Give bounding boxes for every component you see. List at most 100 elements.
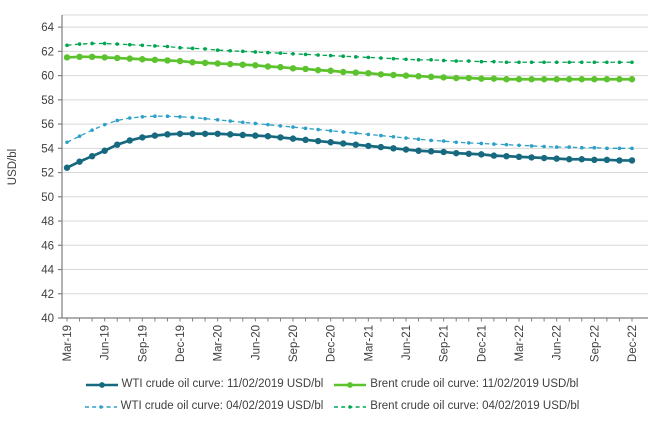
data-point-marker <box>316 53 320 57</box>
data-point-marker <box>366 132 371 137</box>
data-point-marker <box>302 65 309 73</box>
data-point-marker <box>578 156 585 163</box>
data-point-marker <box>466 141 471 145</box>
x-tick-label: Dec-20 <box>326 325 338 362</box>
data-point-marker <box>416 58 421 62</box>
data-point-marker <box>404 57 408 62</box>
y-axis-title: USD/bl <box>7 149 19 185</box>
data-point-marker <box>566 156 573 163</box>
data-point-marker <box>277 63 284 71</box>
y-tick-label: 48 <box>41 216 54 228</box>
data-point-marker <box>201 59 209 67</box>
data-point-marker <box>542 144 546 149</box>
data-point-marker <box>492 59 496 64</box>
data-point-marker <box>616 76 623 83</box>
data-point-marker <box>228 119 233 123</box>
data-point-marker <box>427 148 435 155</box>
data-point-marker <box>553 155 560 162</box>
data-point-marker <box>127 42 132 47</box>
data-point-marker <box>88 152 96 160</box>
plot-series-and-axes: 40 42 44 46 48 50 52 54 56 58 60 62 64 Mar-19 Jun-19 Se… <box>41 14 648 362</box>
data-point-marker <box>630 60 634 65</box>
data-point-marker <box>127 116 132 120</box>
data-point-marker <box>479 59 484 64</box>
x-tick-label: Jun-22 <box>552 325 564 360</box>
wti-solid-line-icon <box>85 381 118 388</box>
legend-label-brent-1102: Brent crude oil curve: 11/02/2019 USD/bl <box>370 378 579 390</box>
data-point-marker <box>76 158 83 165</box>
data-point-marker <box>314 137 322 145</box>
legend-item-brent-0402: Brent crude oil curve: 04/02/2019 USD/bl <box>333 398 579 415</box>
data-point-marker <box>253 121 258 126</box>
swatch-marker <box>348 404 352 409</box>
data-point-marker <box>365 69 372 77</box>
data-point-marker <box>390 145 397 152</box>
data-point-marker <box>126 55 133 62</box>
wti-dashed-line-icon <box>84 404 117 409</box>
data-point-marker <box>553 76 560 83</box>
data-point-marker <box>429 58 433 62</box>
y-tick-label: 62 <box>41 46 54 58</box>
data-point-marker <box>314 66 322 74</box>
data-point-marker <box>567 60 572 65</box>
data-point-marker <box>239 61 246 68</box>
data-point-marker <box>266 122 270 127</box>
data-point-marker <box>529 144 534 148</box>
data-point-marker <box>291 125 295 129</box>
legend-label-wti-1102: WTI crude oil curve: 11/02/2019 USD/bl <box>121 378 324 390</box>
data-point-marker <box>165 44 170 49</box>
legend-item-wti-1102: WTI crude oil curve: 11/02/2019 USD/bl <box>85 376 324 393</box>
data-point-marker <box>76 53 83 61</box>
data-point-marker <box>264 133 272 140</box>
data-point-marker <box>391 56 396 61</box>
data-point-marker <box>628 76 636 83</box>
data-point-marker <box>291 51 295 56</box>
data-point-marker <box>176 57 184 65</box>
data-point-marker <box>441 58 446 63</box>
data-point-marker <box>617 146 622 151</box>
data-point-marker <box>164 131 171 138</box>
data-point-marker <box>603 156 611 164</box>
data-point-marker <box>77 134 82 138</box>
data-point-marker <box>153 114 157 119</box>
data-point-marker <box>566 76 573 83</box>
data-point-marker <box>65 43 69 48</box>
data-point-marker <box>617 60 622 65</box>
data-point-marker <box>542 60 546 65</box>
data-point-marker <box>402 146 410 153</box>
data-point-marker <box>554 60 559 65</box>
data-point-marker <box>151 56 159 64</box>
data-point-marker <box>190 46 195 51</box>
data-point-marker <box>353 55 358 59</box>
data-point-marker <box>303 52 308 57</box>
data-point-marker <box>603 76 611 83</box>
brent-dashed-line-icon <box>334 404 367 409</box>
data-point-marker <box>379 56 383 60</box>
data-point-marker <box>453 74 460 82</box>
data-point-marker <box>465 150 472 157</box>
data-point-marker <box>340 140 347 147</box>
data-point-marker <box>164 57 171 64</box>
data-point-marker <box>340 68 347 76</box>
data-point-marker <box>630 146 634 151</box>
data-point-marker <box>90 41 94 46</box>
data-point-marker <box>515 153 523 161</box>
data-point-marker <box>115 42 120 46</box>
data-point-marker <box>416 137 421 142</box>
data-point-marker <box>591 156 598 164</box>
data-point-marker <box>114 141 121 148</box>
data-point-marker <box>140 115 145 119</box>
data-point-marker <box>252 132 259 139</box>
data-point-marker <box>327 67 334 74</box>
data-point-marker <box>366 55 371 60</box>
data-point-marker <box>390 71 397 79</box>
data-point-marker <box>504 142 509 147</box>
y-tick-label: 56 <box>41 119 54 131</box>
data-point-marker <box>252 62 259 69</box>
y-tick-label: 50 <box>41 192 54 204</box>
data-point-marker <box>540 154 548 162</box>
data-point-marker <box>266 50 270 55</box>
data-point-marker <box>240 120 245 125</box>
data-point-marker <box>503 152 510 160</box>
